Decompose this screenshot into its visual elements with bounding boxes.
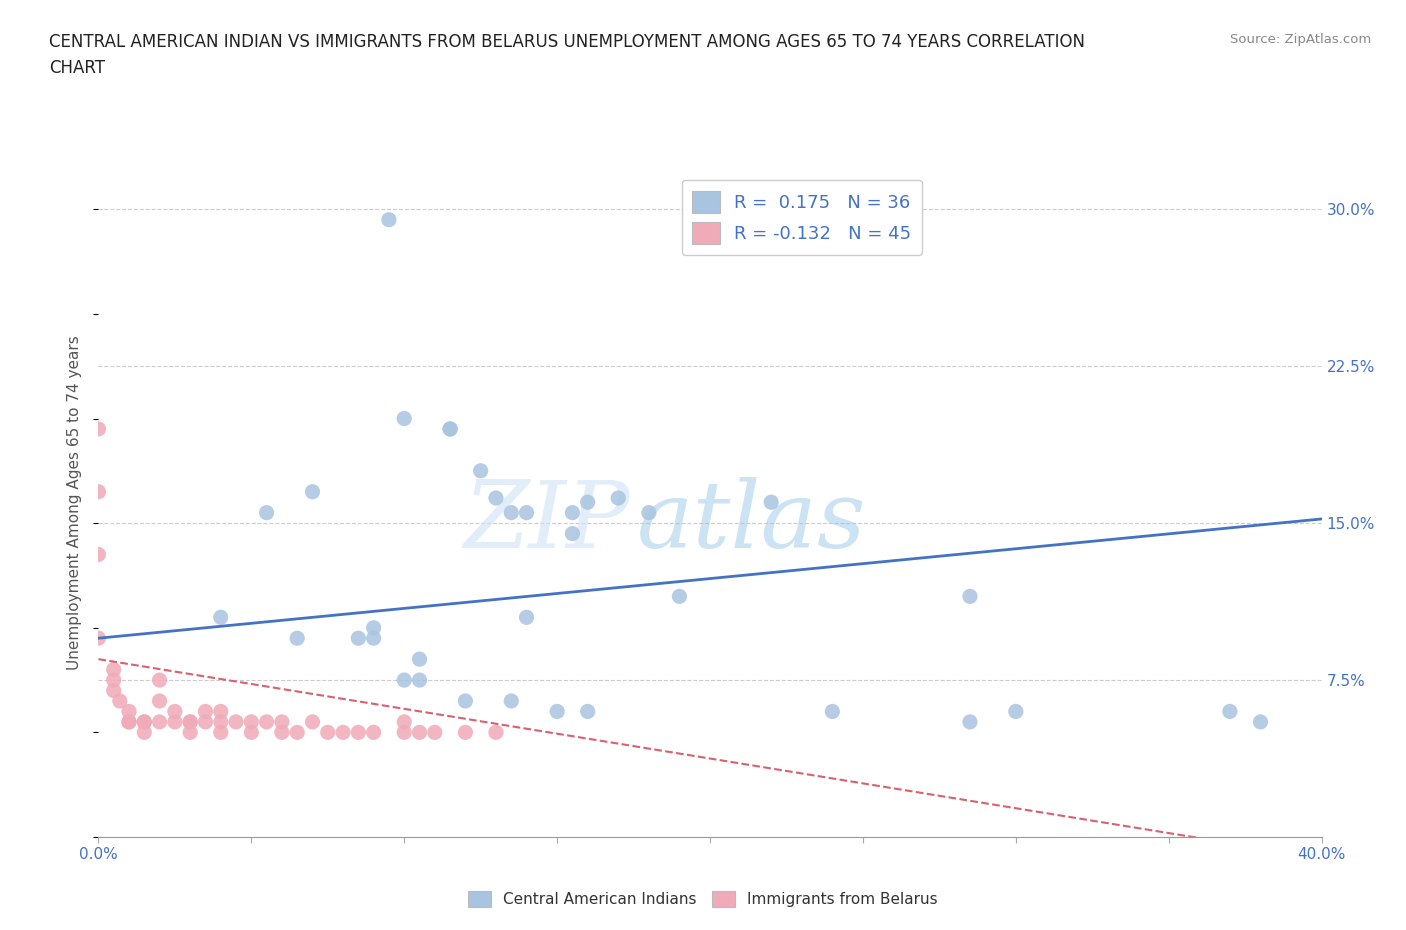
Point [149, 694, 172, 709]
Point [363, 631, 385, 645]
Point [209, 704, 232, 719]
Point [149, 714, 172, 729]
Point [163, 704, 186, 719]
Point [392, 714, 416, 729]
Point [408, 652, 430, 667]
Text: CENTRAL AMERICAN INDIAN VS IMMIGRANTS FROM BELARUS UNEMPLOYMENT AMONG AGES 65 TO: CENTRAL AMERICAN INDIAN VS IMMIGRANTS FR… [49, 33, 1085, 50]
Point [363, 620, 385, 635]
Point [392, 411, 416, 426]
Point [485, 491, 508, 506]
Point [285, 631, 308, 645]
Point [179, 714, 201, 729]
Point [576, 704, 599, 719]
Point [194, 704, 217, 719]
Point [118, 714, 141, 729]
Point [256, 505, 278, 520]
Point [209, 714, 232, 729]
Point [576, 495, 599, 510]
Point [821, 704, 844, 719]
Point [87, 421, 110, 436]
Point [118, 714, 141, 729]
Point [118, 704, 141, 719]
Point [408, 672, 430, 687]
Point [1004, 704, 1026, 719]
Y-axis label: Unemployment Among Ages 65 to 74 years: Unemployment Among Ages 65 to 74 years [67, 335, 83, 670]
Point [270, 714, 292, 729]
Point [225, 714, 247, 729]
Point [439, 421, 461, 436]
Point [454, 694, 477, 709]
Point [179, 725, 201, 740]
Point [485, 725, 508, 740]
Point [423, 725, 446, 740]
Point [501, 505, 523, 520]
Point [240, 725, 263, 740]
Point [408, 725, 430, 740]
Point [378, 212, 401, 227]
Point [363, 725, 385, 740]
Point [959, 589, 981, 604]
Point [439, 421, 461, 436]
Point [270, 725, 292, 740]
Point [959, 714, 981, 729]
Point [316, 725, 339, 740]
Point [347, 725, 370, 740]
Text: ZIP: ZIP [464, 477, 630, 567]
Point [1219, 704, 1241, 719]
Point [87, 631, 110, 645]
Point [285, 725, 308, 740]
Point [347, 631, 370, 645]
Point [561, 505, 583, 520]
Point [103, 683, 125, 698]
Point [209, 725, 232, 740]
Point [256, 714, 278, 729]
Legend: R =  0.175   N = 36, R = -0.132   N = 45: R = 0.175 N = 36, R = -0.132 N = 45 [682, 179, 922, 255]
Point [103, 662, 125, 677]
Point [209, 610, 232, 625]
Point [1249, 714, 1271, 729]
Point [194, 714, 217, 729]
Point [516, 610, 538, 625]
Point [87, 485, 110, 499]
Point [134, 714, 156, 729]
Point [501, 694, 523, 709]
Text: atlas: atlas [637, 477, 866, 567]
Point [470, 463, 492, 478]
Point [301, 714, 323, 729]
Point [134, 714, 156, 729]
Point [392, 725, 416, 740]
Point [103, 672, 125, 687]
Point [607, 491, 630, 506]
Point [546, 704, 568, 719]
Point [516, 505, 538, 520]
Point [637, 505, 661, 520]
Point [179, 714, 201, 729]
Point [392, 672, 416, 687]
Legend: Central American Indians, Immigrants from Belarus: Central American Indians, Immigrants fro… [463, 884, 943, 913]
Point [454, 725, 477, 740]
Point [149, 672, 172, 687]
Point [108, 694, 131, 709]
Point [240, 714, 263, 729]
Text: Source: ZipAtlas.com: Source: ZipAtlas.com [1230, 33, 1371, 46]
Point [332, 725, 354, 740]
Point [87, 547, 110, 562]
Point [163, 714, 186, 729]
Point [561, 526, 583, 541]
Text: CHART: CHART [49, 59, 105, 76]
Point [134, 725, 156, 740]
Point [759, 495, 782, 510]
Point [668, 589, 690, 604]
Point [301, 485, 323, 499]
